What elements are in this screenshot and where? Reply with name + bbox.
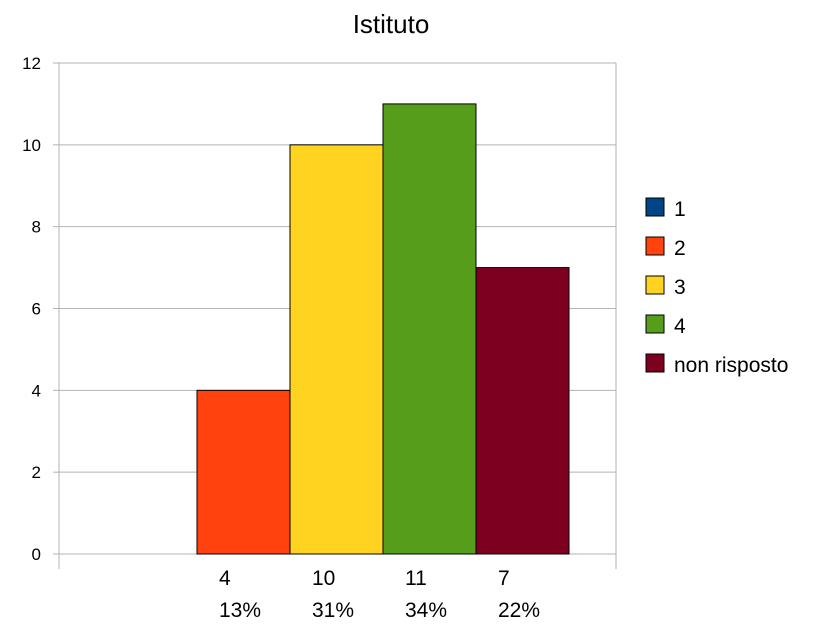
percent-label: 34%: [405, 599, 447, 622]
legend-label: 4: [674, 315, 686, 338]
bar-4: [382, 103, 477, 555]
y-tick-label: 12: [22, 54, 41, 73]
legend-swatch: [645, 353, 665, 373]
legend-label: non risposto: [674, 354, 788, 377]
legend-label: 1: [674, 198, 686, 221]
count-label: 11: [405, 567, 427, 590]
bars: [196, 103, 570, 555]
bar-2: [196, 389, 291, 555]
y-tick-label: 2: [32, 463, 41, 482]
legend-swatch: [645, 236, 665, 256]
legend-label: 2: [674, 237, 686, 260]
chart-title: Istituto: [353, 9, 430, 39]
count-label: 4: [219, 567, 231, 590]
x-labels: 4 13% 10 31% 11 34% 7 22%: [219, 567, 540, 622]
axes: 0 2 4 6 8 10 12: [22, 54, 617, 569]
y-tick-label: 8: [32, 218, 41, 237]
y-tick-label: 0: [32, 545, 41, 564]
bar-non-risposto: [475, 267, 570, 555]
percent-label: 13%: [219, 599, 261, 622]
y-tick-label: 10: [22, 136, 41, 155]
legend-swatch: [645, 275, 665, 295]
legend: 1 2 3 4 non risposto: [645, 197, 788, 377]
count-label: 7: [498, 567, 510, 590]
count-label: 10: [312, 567, 335, 590]
y-tick-label: 4: [32, 381, 41, 400]
percent-label: 22%: [498, 599, 540, 622]
legend-label: 3: [674, 276, 686, 299]
legend-swatch: [645, 197, 665, 217]
y-tick-label: 6: [32, 300, 41, 319]
legend-swatch: [645, 314, 665, 334]
bar-3: [289, 144, 384, 555]
percent-label: 31%: [312, 599, 354, 622]
